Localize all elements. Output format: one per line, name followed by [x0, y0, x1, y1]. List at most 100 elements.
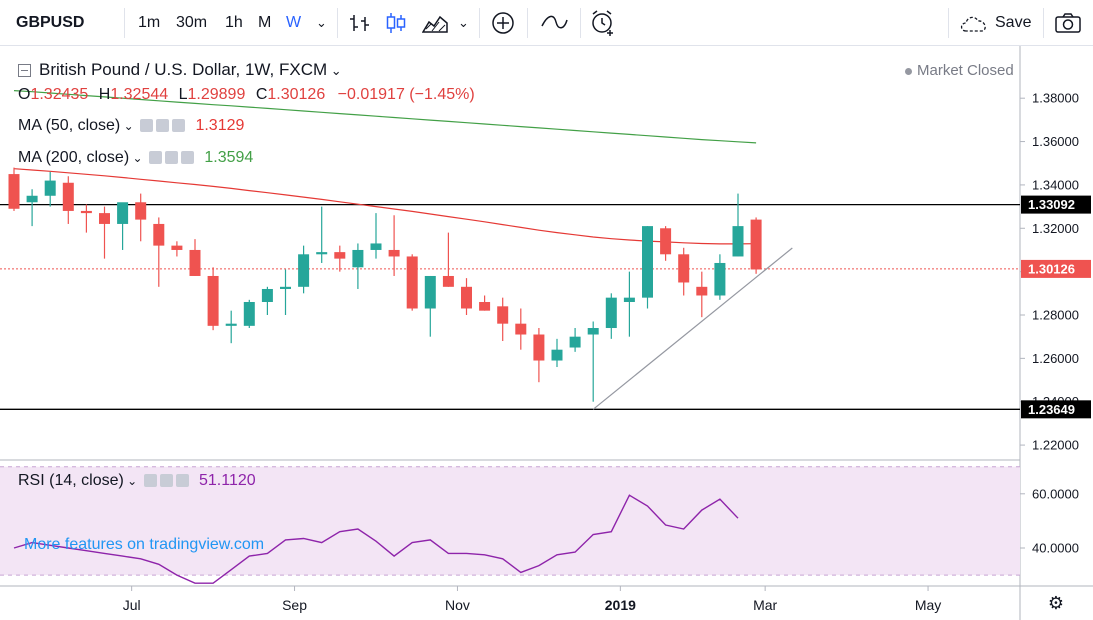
ma50-label[interactable]: MA (50, close): [18, 117, 121, 134]
candles-chart-type-icon[interactable]: [384, 12, 408, 34]
candle-body: [44, 180, 56, 196]
time-tick-label: Mar: [753, 597, 777, 613]
interval-week[interactable]: W: [286, 14, 302, 31]
close-icon[interactable]: [175, 474, 189, 488]
toolbar: GBPUSD 1m 30m 1h M W ⌄ ⌄ Save: [0, 0, 1093, 46]
candle-body: [388, 249, 400, 257]
close-icon[interactable]: [172, 119, 185, 133]
eye-icon[interactable]: [140, 119, 153, 133]
gear-icon[interactable]: [159, 474, 173, 488]
time-tick-label: 2019: [605, 597, 636, 613]
candle-body: [424, 275, 436, 309]
candle-body: [551, 349, 563, 361]
cloud-save-icon[interactable]: [958, 13, 990, 33]
candle-body: [171, 245, 183, 250]
chevron-down-icon[interactable]: ⌄: [129, 151, 146, 165]
candle-body: [298, 254, 310, 287]
close-value: 1.30126: [267, 86, 326, 103]
low-label: L: [178, 86, 188, 103]
save-button[interactable]: Save: [995, 14, 1032, 31]
candle-body: [497, 306, 509, 324]
camera-icon[interactable]: [1054, 12, 1082, 34]
rsi-label[interactable]: RSI (14, close): [18, 472, 124, 489]
candle-body: [605, 297, 617, 329]
close-icon[interactable]: [180, 151, 194, 165]
close-label: C: [255, 86, 268, 103]
ma200-label[interactable]: MA (200, close): [18, 149, 130, 166]
candle-body: [153, 223, 165, 246]
market-status-text: Market Closed: [917, 62, 1014, 79]
gear-icon[interactable]: [156, 119, 169, 133]
settings-gear-icon[interactable]: ⚙: [1048, 593, 1064, 613]
candle-body: [352, 249, 364, 268]
interval-1h[interactable]: 1h: [225, 14, 243, 31]
gear-icon[interactable]: [164, 151, 178, 165]
chevron-down-icon[interactable]: ⌄: [120, 119, 137, 133]
symbol-title[interactable]: British Pound / U.S. Dollar, 1W, FXCM: [39, 60, 328, 79]
candle-body: [135, 202, 147, 220]
eye-icon[interactable]: [143, 474, 157, 488]
high-label: H: [98, 86, 111, 103]
ma200-legend: MA (200, close) ⌄ 1.3594: [18, 149, 253, 167]
candle-body: [334, 252, 346, 259]
price-tick-label: 1.28000: [1032, 308, 1079, 323]
price-label-box: [1021, 259, 1091, 278]
collapse-legend-icon[interactable]: [18, 64, 31, 78]
price-tick-label: 1.22000: [1032, 438, 1079, 453]
price-tick-label: 1.26000: [1032, 351, 1079, 366]
candle-body: [207, 275, 219, 326]
high-value: 1.32544: [110, 86, 169, 103]
interval-1m[interactable]: 1m: [138, 14, 161, 31]
candle-body: [189, 249, 201, 276]
price-label-box: [1021, 195, 1091, 214]
ma50-line: [13, 168, 757, 245]
chevron-down-icon[interactable]: ⌄: [327, 63, 342, 78]
price-label-text: 1.33092: [1028, 197, 1075, 212]
candle-body: [587, 328, 599, 335]
candle-body: [660, 228, 672, 255]
time-tick-label: Sep: [282, 597, 307, 613]
rsi-value: 51.1120: [199, 472, 256, 489]
candle-body: [99, 213, 110, 224]
time-tick-label: Jul: [123, 597, 141, 613]
candle-body: [26, 195, 38, 203]
chevron-down-icon[interactable]: ⌄: [123, 474, 141, 488]
ma200-line: [13, 90, 757, 144]
symbol-search[interactable]: GBPUSD: [16, 14, 85, 31]
area-chart-type-icon[interactable]: [422, 12, 448, 34]
toolbar-divider: [527, 8, 528, 38]
bar-chart-type-icon[interactable]: [348, 13, 372, 33]
toolbar-divider: [337, 8, 338, 38]
candle-body: [243, 301, 255, 326]
open-value: 1.32435: [30, 86, 89, 103]
candle-body: [569, 336, 581, 348]
ohlc-line: O1.32435 H1.32544 L1.29899 C1.30126 −0.0…: [18, 86, 475, 104]
add-indicator-icon[interactable]: [491, 11, 515, 35]
compare-icon[interactable]: [540, 14, 568, 32]
chevron-down-icon[interactable]: ⌄: [458, 15, 469, 30]
interval-30m[interactable]: 30m: [176, 14, 208, 31]
candle-body: [442, 275, 454, 287]
rsi-line: [13, 494, 739, 584]
price-tick-label: 1.38000: [1032, 91, 1079, 106]
price-label-box: [1021, 400, 1091, 419]
candle-body: [8, 174, 20, 209]
price-label-text: 1.30126: [1028, 261, 1075, 276]
candle-body: [280, 286, 291, 289]
time-tick-label: May: [915, 597, 941, 613]
change-value: −0.01917 (−1.45%): [337, 86, 475, 103]
candle-body: [732, 226, 744, 257]
candle-body: [623, 297, 635, 302]
toolbar-divider: [580, 8, 581, 38]
candle-body: [370, 243, 382, 250]
interval-month[interactable]: M: [258, 14, 272, 31]
candle-body: [225, 323, 237, 326]
time-tick-label: Nov: [445, 597, 470, 613]
promo-link[interactable]: More features on tradingview.com: [24, 536, 265, 553]
eye-icon[interactable]: [148, 151, 162, 165]
chevron-down-icon[interactable]: ⌄: [316, 15, 327, 30]
toolbar-divider: [1043, 8, 1044, 38]
open-label: O: [18, 86, 31, 103]
price-label-text: 1.23649: [1028, 402, 1075, 417]
alert-clock-icon[interactable]: [590, 10, 616, 36]
